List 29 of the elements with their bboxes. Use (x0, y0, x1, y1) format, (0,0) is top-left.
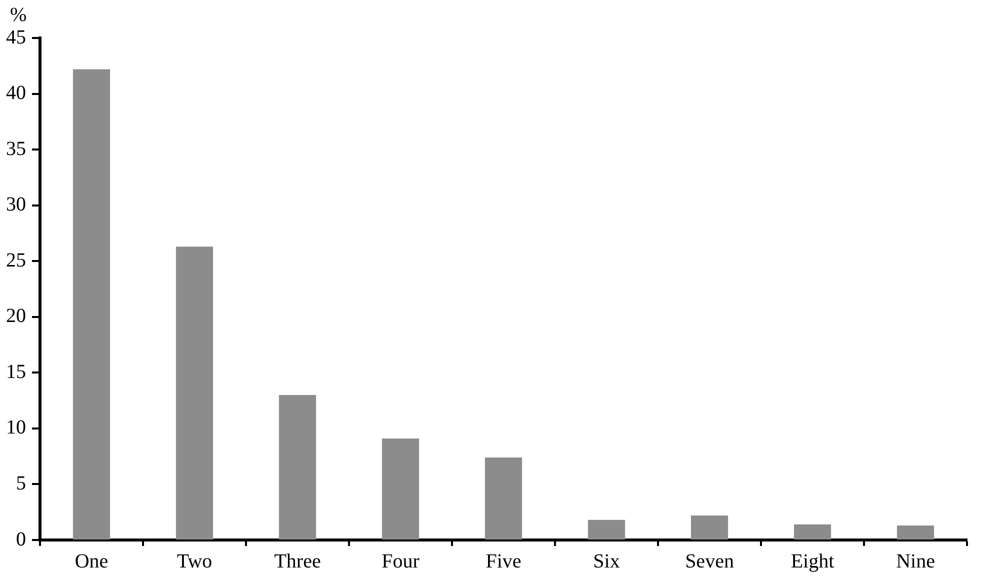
y-tick-label: 35 (6, 138, 26, 160)
x-tick-label: Two (176, 550, 212, 572)
bar (588, 520, 626, 540)
x-tick-label: Three (274, 550, 321, 572)
bar (690, 515, 728, 540)
bar (794, 524, 832, 540)
y-tick-label: 0 (16, 528, 26, 550)
bar (484, 457, 522, 540)
bar (176, 246, 214, 540)
x-tick-label: One (74, 550, 108, 572)
y-axis-title: % (10, 4, 27, 27)
x-tick-label: Seven (685, 550, 734, 572)
y-tick-label: 15 (6, 360, 26, 383)
y-tick-label: 5 (16, 472, 26, 494)
bar (382, 438, 420, 540)
bar (896, 526, 934, 540)
x-tick-label: Four (382, 550, 420, 572)
y-tick-label: 20 (6, 305, 26, 328)
x-tick-label: Eight (790, 550, 835, 572)
y-tick-label: 40 (6, 82, 26, 104)
bar (278, 394, 316, 540)
x-tick-label: Nine (896, 550, 936, 572)
y-tick-label: 30 (6, 194, 26, 216)
y-tick-label: 10 (6, 416, 26, 439)
x-tick-label: Six (593, 550, 620, 572)
y-tick-label: 25 (6, 249, 26, 272)
bar (72, 69, 110, 540)
y-tick-label: 45 (6, 26, 26, 48)
x-tick-label: Five (486, 550, 522, 572)
